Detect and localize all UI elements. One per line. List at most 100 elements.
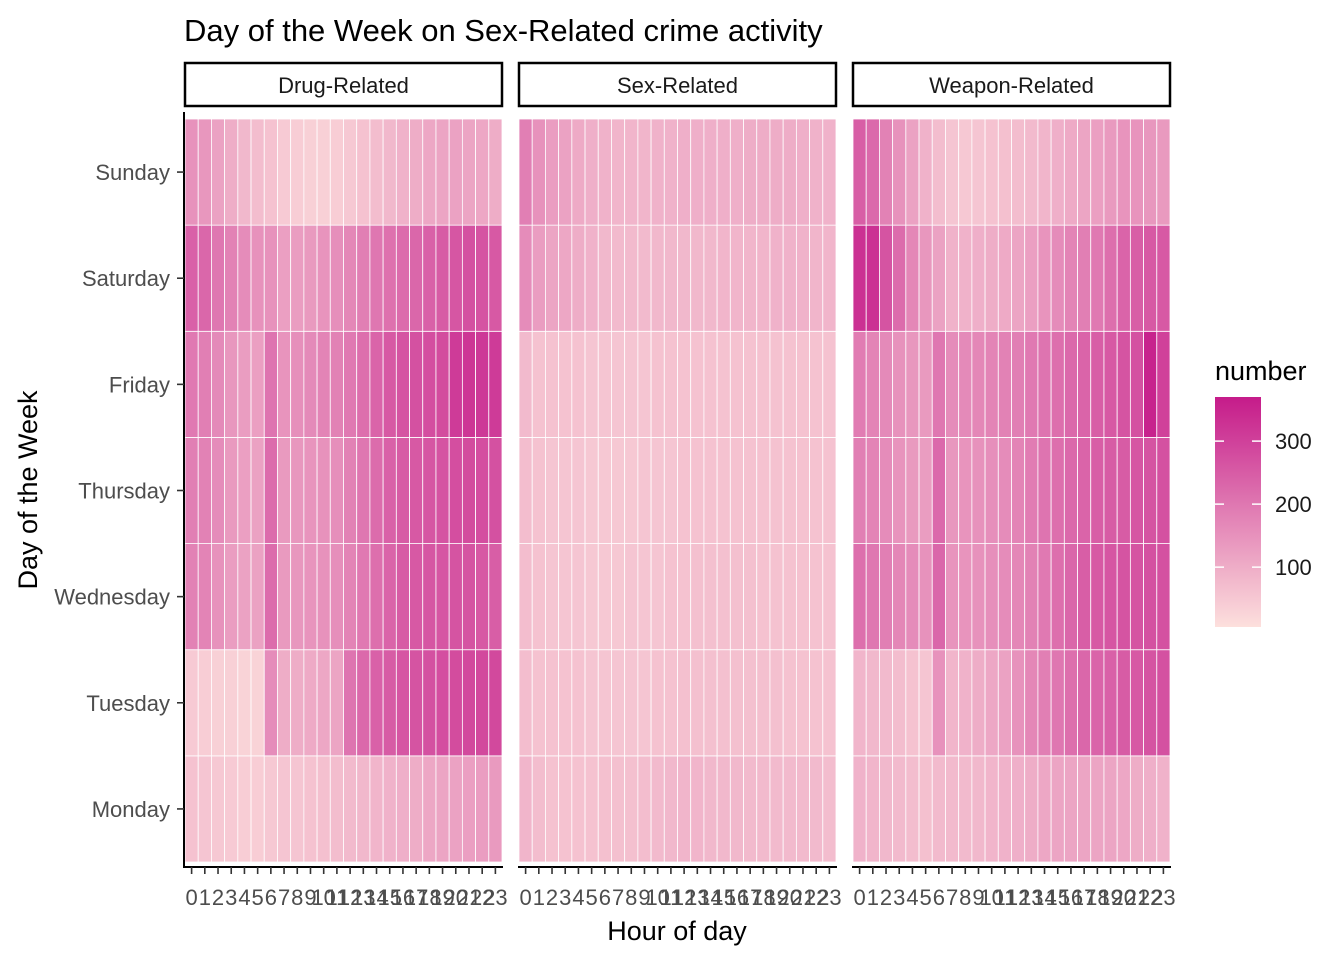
heatmap-cell	[905, 543, 920, 651]
x-tick-label: 10	[979, 885, 1003, 910]
heatmap-cell	[1011, 224, 1026, 332]
heatmap-cell	[769, 437, 784, 544]
heatmap-cell	[782, 437, 797, 544]
heatmap-cell	[1090, 224, 1105, 332]
heatmap-cell	[1129, 649, 1144, 757]
heatmap-cell	[716, 118, 731, 226]
heatmap-cell	[571, 649, 586, 757]
heatmap-cell	[1090, 543, 1105, 651]
heatmap-cell	[663, 437, 678, 544]
x-tick-label: 1	[533, 885, 545, 910]
heatmap-cell	[597, 437, 612, 544]
heatmap-cell	[1116, 330, 1131, 438]
heatmap-cell	[865, 543, 880, 651]
heatmap-cell	[1156, 649, 1171, 757]
x-tick-label: 17	[404, 885, 428, 910]
heatmap-cell	[448, 649, 463, 757]
x-tick-label: 4	[572, 885, 584, 910]
heatmap-cell	[677, 437, 692, 544]
heatmap-cell	[931, 755, 946, 863]
heatmap-cell	[343, 543, 358, 651]
heatmap-cell	[422, 543, 437, 651]
heatmap-cell	[1116, 649, 1131, 757]
heatmap-cell	[343, 118, 358, 226]
heatmap-cell	[211, 543, 226, 651]
heatmap-cell	[782, 224, 797, 332]
x-tick-label: 10	[645, 885, 669, 910]
heatmap-cell	[184, 543, 199, 651]
heatmap-cell	[931, 118, 946, 226]
heatmap-cell	[263, 118, 278, 226]
heatmap-cell	[690, 543, 705, 651]
heatmap-cell	[584, 649, 599, 757]
heatmap-cell	[931, 330, 946, 438]
heatmap-cell	[343, 330, 358, 438]
heatmap-cell	[395, 543, 410, 651]
y-tick-label: Friday	[109, 372, 170, 397]
heatmap-cell	[703, 437, 718, 544]
heatmap-cell	[422, 118, 437, 226]
y-tick-label: Sunday	[95, 160, 170, 185]
heatmap-cell	[650, 224, 665, 332]
heatmap-cell	[475, 118, 490, 226]
heatmap-cell	[879, 224, 894, 332]
heatmap-cell	[918, 330, 933, 438]
heatmap-cell	[1143, 224, 1158, 332]
x-tick-label: 3	[559, 885, 571, 910]
heatmap-cell	[277, 543, 292, 651]
heatmap-cell	[769, 224, 784, 332]
heatmap-cell	[931, 543, 946, 651]
heatmap-cell	[663, 755, 678, 863]
heatmap-cell	[1103, 437, 1118, 544]
x-tick-label: 13	[1019, 885, 1043, 910]
heatmap-cell	[461, 649, 476, 757]
heatmap-cell	[918, 118, 933, 226]
heatmap-cell	[1037, 649, 1052, 757]
heatmap-cell	[1103, 755, 1118, 863]
x-tick-label: 7	[612, 885, 624, 910]
heatmap-cell	[958, 649, 973, 757]
heatmap-cell	[716, 649, 731, 757]
heatmap-cell	[756, 755, 771, 863]
heatmap-cell	[395, 649, 410, 757]
legend-label: 100	[1275, 555, 1312, 580]
heatmap-cell	[892, 224, 907, 332]
heatmap-cell	[918, 649, 933, 757]
heatmap-cell	[211, 649, 226, 757]
heatmap-cell	[997, 755, 1012, 863]
heatmap-cell	[369, 649, 384, 757]
x-tick-label: 6	[599, 885, 611, 910]
heatmap-cell	[1063, 543, 1078, 651]
heatmap-cell	[663, 330, 678, 438]
heatmap-cell	[1050, 755, 1065, 863]
heatmap-cell	[663, 118, 678, 226]
x-tick-label: 6	[265, 885, 277, 910]
heatmap-cell	[1011, 118, 1026, 226]
heatmap-cell	[905, 755, 920, 863]
heatmap-cell	[650, 649, 665, 757]
heatmap-cell	[945, 330, 960, 438]
heatmap-cell	[971, 224, 986, 332]
heatmap-cell	[545, 437, 560, 544]
heatmap-cell	[277, 118, 292, 226]
heatmap-cell	[1024, 330, 1039, 438]
heatmap-cell	[769, 755, 784, 863]
heatmap-cell	[277, 330, 292, 438]
heatmap-cell	[1156, 224, 1171, 332]
heatmap-cell	[852, 543, 867, 651]
heatmap-cell	[716, 437, 731, 544]
heatmap-cell	[1063, 755, 1078, 863]
heatmap-cell	[435, 118, 450, 226]
heatmap-cell	[729, 330, 744, 438]
heatmap-cell	[729, 755, 744, 863]
heatmap-cell	[382, 118, 397, 226]
heatmap-cell	[1063, 224, 1078, 332]
x-tick-label: 4	[238, 885, 250, 910]
heatmap-cell	[1037, 330, 1052, 438]
heatmap-cell	[795, 330, 810, 438]
heatmap-cell	[795, 543, 810, 651]
heatmap-cell	[624, 755, 639, 863]
heatmap-cell	[782, 649, 797, 757]
heatmap-cell	[1090, 437, 1105, 544]
heatmap-cell	[650, 330, 665, 438]
